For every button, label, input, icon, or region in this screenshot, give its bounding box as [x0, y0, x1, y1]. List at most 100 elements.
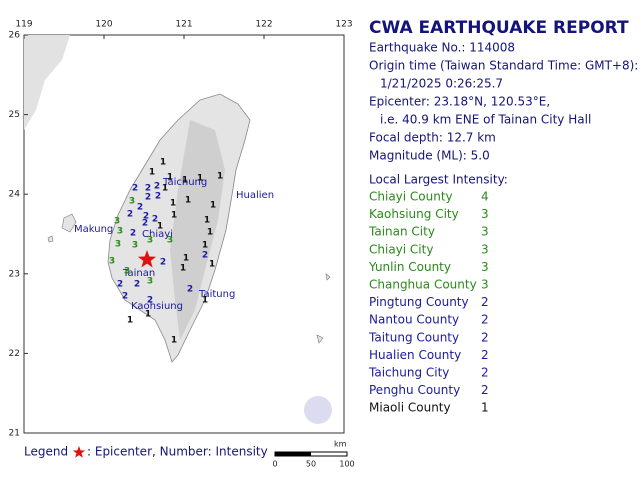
- county-intensity: 1: [481, 401, 489, 415]
- station-intensity: 3: [114, 217, 120, 227]
- station-intensity: 1: [202, 241, 208, 251]
- station-intensity: 2: [202, 251, 208, 261]
- report-title: CWA EARTHQUAKE REPORT: [369, 18, 629, 38]
- lon-tick-label: 123: [335, 20, 352, 30]
- station-intensity: 2: [122, 292, 128, 302]
- station-intensity: 1: [171, 336, 177, 346]
- county-name: Tainan City: [368, 225, 435, 239]
- county-name: Taitung County: [368, 330, 459, 344]
- county-name: Changhua County: [369, 278, 477, 292]
- lat-tick-label: 23: [9, 269, 20, 279]
- station-intensity: 1: [204, 216, 210, 226]
- station-intensity: 2: [145, 184, 151, 194]
- scale-bar: km 0 50 100: [272, 440, 354, 469]
- report-line: Focal depth: 12.7 km: [369, 131, 496, 145]
- lon-tick-label: 119: [15, 20, 32, 30]
- station-intensity: 1: [149, 168, 155, 178]
- legend-star: [72, 446, 86, 458]
- intensity-title: Local Largest Intensity:: [369, 173, 508, 187]
- station-intensity: 3: [109, 257, 115, 267]
- station-intensity: 3: [147, 277, 153, 287]
- station-intensity: 2: [134, 280, 140, 290]
- station-intensity: 1: [182, 176, 188, 186]
- station-intensity: 2: [127, 210, 133, 220]
- station-intensity: 3: [124, 267, 130, 277]
- station-intensity: 3: [147, 236, 153, 246]
- city-label: Taichung: [162, 177, 207, 188]
- lon-tick-label: 122: [255, 20, 272, 30]
- station-intensity: 3: [132, 241, 138, 251]
- city-label: Hualien: [236, 190, 274, 201]
- station-intensity: 2: [145, 193, 151, 203]
- report-line: Origin time (Taiwan Standard Time: GMT+8…: [369, 59, 638, 73]
- county-intensity: 3: [481, 260, 489, 274]
- scale-tick-label: 50: [306, 460, 316, 469]
- county-intensity: 3: [481, 278, 489, 292]
- map-layer: 119 120 121 122 123262524232221TaichungHuali…: [9, 20, 353, 439]
- station-intensity: 2: [132, 184, 138, 194]
- penghu-islands: [47, 213, 77, 243]
- county-name: Taichung City: [368, 366, 449, 380]
- station-intensity: 2: [130, 229, 136, 239]
- county-name: Kaohsiung City: [369, 207, 459, 221]
- station-intensity: 2: [142, 219, 148, 229]
- station-intensity: 1: [127, 316, 133, 326]
- city-label: Makung: [74, 224, 113, 235]
- station-intensity: 2: [137, 203, 143, 213]
- station-intensity: 1: [167, 173, 173, 183]
- mountain-range: [170, 120, 225, 340]
- station-intensity: 1: [210, 201, 216, 211]
- report-line: 1/21/2025 0:26:25.7: [380, 77, 503, 91]
- station-intensity: 1: [160, 158, 166, 168]
- station-intensity: 2: [152, 215, 158, 225]
- cwa-logo: [304, 396, 332, 424]
- station-intensity: 3: [115, 240, 121, 250]
- scale-tick-label: 100: [339, 460, 354, 469]
- station-intensity: 1: [157, 222, 163, 232]
- county-name: Chiayi City: [369, 242, 433, 256]
- station-intensity: 1: [145, 310, 151, 320]
- station-intensity: 1: [207, 228, 213, 238]
- county-name: Pingtung County: [369, 295, 469, 309]
- city-label: Kaohsiung: [131, 301, 183, 312]
- station-intensity: 1: [171, 211, 177, 221]
- county-intensity: 2: [481, 348, 489, 362]
- lat-tick-label: 24: [9, 190, 21, 200]
- city-label: Chiayi: [142, 229, 173, 240]
- report-line: Epicenter: 23.18°N, 120.53°E,: [369, 95, 550, 109]
- county-name: Yunlin County: [368, 260, 451, 274]
- legend-label: Legend: [24, 445, 68, 459]
- scale-tick-label: 0: [272, 460, 277, 469]
- station-intensity: 2: [155, 192, 161, 202]
- epicenter-star: [137, 250, 157, 268]
- county-name: Nantou County: [369, 313, 459, 327]
- station-intensity: 2: [154, 182, 160, 192]
- station-intensity: 3: [117, 227, 123, 237]
- scale-fill: [275, 452, 311, 456]
- station-intensity: 1: [185, 196, 191, 206]
- county-intensity: 2: [481, 295, 489, 309]
- lon-tick-label: 121: [175, 20, 192, 30]
- county-intensity: 2: [481, 366, 489, 380]
- report-line: Magnitude (ML): 5.0: [369, 149, 490, 163]
- station-intensity: 2: [117, 280, 123, 290]
- lat-tick-label: 22: [9, 349, 20, 359]
- city-label: Taitung: [198, 289, 235, 300]
- county-intensity: 3: [481, 207, 489, 221]
- station-intensity: 1: [197, 174, 203, 184]
- lat-tick-label: 21: [9, 429, 20, 439]
- report-line: i.e. 40.9 km ENE of Tainan City Hall: [380, 113, 591, 127]
- small-islands: [316, 273, 331, 344]
- lat-tick-label: 25: [9, 110, 20, 120]
- county-name: Miaoli County: [369, 401, 451, 415]
- county-name: Chiayi County: [369, 190, 453, 204]
- county-intensity: 4: [481, 190, 489, 204]
- county-intensity: 2: [481, 313, 489, 327]
- county-name: Penghu County: [369, 383, 460, 397]
- county-intensity: 3: [481, 242, 489, 256]
- county-intensity: 2: [481, 330, 489, 344]
- station-intensity: 1: [162, 184, 168, 194]
- lon-tick-label: 120: [95, 20, 112, 30]
